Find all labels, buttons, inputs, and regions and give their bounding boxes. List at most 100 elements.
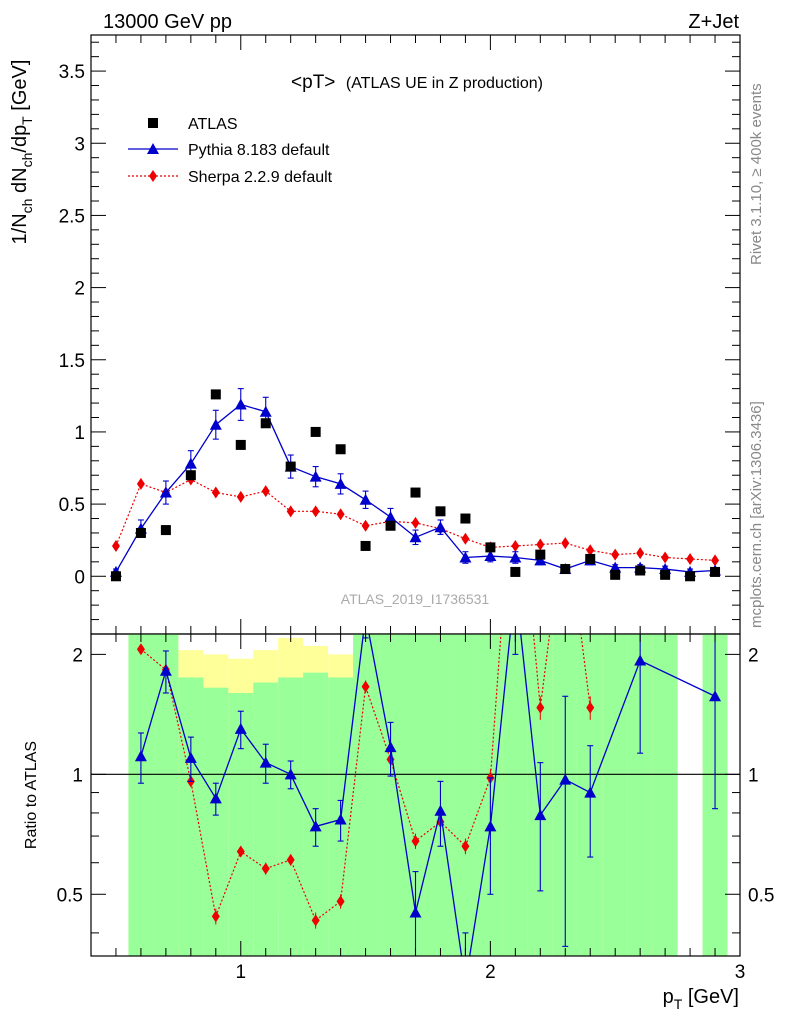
legend-pythia-marker [147, 143, 159, 154]
ratio-sherpa-point [311, 914, 320, 927]
pythia-point [484, 550, 497, 562]
pythia-point [334, 477, 347, 489]
main-ytick-label: 3.5 [59, 62, 85, 83]
sherpa-point [586, 544, 595, 557]
pythia-point [209, 418, 222, 430]
x-tick-label: 1 [235, 962, 246, 983]
sherpa-point [636, 547, 645, 560]
ratio-pythia-point [134, 750, 147, 762]
sherpa-point [136, 477, 145, 490]
ratio-ytick-label: 2 [72, 645, 83, 666]
sherpa-point [111, 539, 120, 552]
pythia-point [359, 493, 372, 505]
ratio-pythia-point [559, 773, 572, 785]
ratio-pythia-point [509, 578, 521, 589]
header-left: 13000 GeV pp [103, 11, 232, 33]
sherpa-point [211, 486, 220, 499]
ratio-pythia-point [334, 813, 347, 825]
atlas-point [360, 540, 371, 551]
pythia-point [259, 405, 272, 417]
atlas-point [685, 571, 696, 582]
atlas-point [160, 525, 171, 536]
atlas-point [335, 444, 346, 455]
ratio-sherpa-point [236, 845, 245, 858]
pythia-point [509, 551, 522, 563]
legend-sherpa-label: Sherpa 2.2.9 default [188, 169, 333, 186]
ratio-sherpa-point [211, 910, 220, 923]
main-ytick-label: 1.5 [59, 351, 85, 372]
atlas-point [710, 566, 721, 577]
ratio-ytick-label: 0.5 [57, 885, 83, 906]
ratio-sherpa-point [361, 680, 370, 693]
ratio-pythia-point [584, 786, 597, 798]
atlas-point [560, 564, 571, 575]
rivet-label: Rivet 3.1.10, ≥ 400k events [748, 83, 765, 265]
ratio-sherpa-point [411, 835, 420, 848]
atlas-point [235, 439, 246, 450]
ratio-y-axis: 0.5 0.5 1 1 2 2 [57, 645, 774, 934]
sherpa-point [611, 548, 620, 561]
ratio-ytick-label-right: 1 [748, 765, 759, 786]
legend: ATLAS Pythia 8.183 default Sherpa 2.2.9 de… [128, 116, 333, 186]
ratio-sherpa-point [286, 853, 295, 866]
main-y-axis: 0 0.5 1 1.5 2 2.5 3 3.5 [59, 35, 740, 634]
main-title-sub: (ATLAS UE in Z production) [346, 75, 543, 92]
main-title: <pT> (ATLAS UE in Z production) [291, 72, 543, 93]
main-content [109, 388, 722, 582]
ratio-pythia-point [459, 977, 471, 988]
main-ytick-label: 2.5 [59, 206, 85, 227]
sherpa-point [236, 490, 245, 503]
atlas-point [660, 569, 671, 580]
sherpa-point [711, 554, 720, 567]
pythia-point [234, 398, 247, 410]
ratio-sherpa-point [561, 504, 569, 516]
atlas-point [310, 426, 321, 437]
legend-pythia-label: Pythia 8.183 default [188, 142, 330, 159]
sherpa-point [311, 505, 320, 518]
sherpa-point [336, 508, 345, 521]
pythia-point [159, 486, 172, 498]
x-label: pT [GeV] [663, 986, 739, 1012]
main-ytick-label: 0.5 [59, 495, 85, 516]
atlas-point [135, 527, 146, 538]
x-tick-label: 3 [735, 962, 746, 983]
pythia-point [434, 521, 447, 533]
atlas-point [260, 418, 271, 429]
atlas-point [185, 470, 196, 481]
ratio-pythia-point [209, 792, 222, 804]
pythia-point [459, 551, 472, 563]
ratio-pythia-point [234, 722, 247, 734]
ratio-ytick-label-right: 0.5 [748, 885, 774, 906]
ratio-sherpa-point [536, 701, 545, 714]
header-right: Z+Jet [688, 11, 739, 33]
ratio-sherpa-point [136, 643, 145, 656]
sherpa-point [461, 532, 470, 545]
x-axis: 1 2 3 [115, 634, 746, 983]
sherpa-point [686, 552, 695, 565]
main-ytick-label: 1 [74, 423, 85, 444]
atlas-point [285, 461, 296, 472]
main-title-main: <pT> [291, 72, 335, 93]
ratio-pythia-point [484, 820, 497, 832]
pythia-point [309, 470, 322, 482]
pythia-point [384, 511, 397, 523]
ratio-sherpa-point [336, 895, 345, 908]
ratio-pythia-point [159, 664, 172, 676]
atlas-point [410, 487, 421, 498]
ratio-sherpa-point [461, 840, 470, 853]
sherpa-point [561, 537, 570, 550]
atlas-point [460, 513, 471, 524]
ratio-content [91, 504, 740, 988]
mcplots-label: mcplots.cern.ch [arXiv:1306.3436] [748, 401, 765, 628]
pythia-point [534, 554, 547, 566]
atlas-point [435, 506, 446, 517]
ratio-stat-band [253, 682, 279, 956]
ratio-pythia-point [409, 906, 422, 918]
atlas-point [485, 542, 496, 553]
legend-atlas-label: ATLAS [188, 116, 238, 133]
ratio-stat-band [652, 634, 678, 956]
ratio-pythia-point [534, 809, 547, 821]
atlas-point [510, 566, 521, 577]
legend-atlas-marker [148, 118, 158, 128]
